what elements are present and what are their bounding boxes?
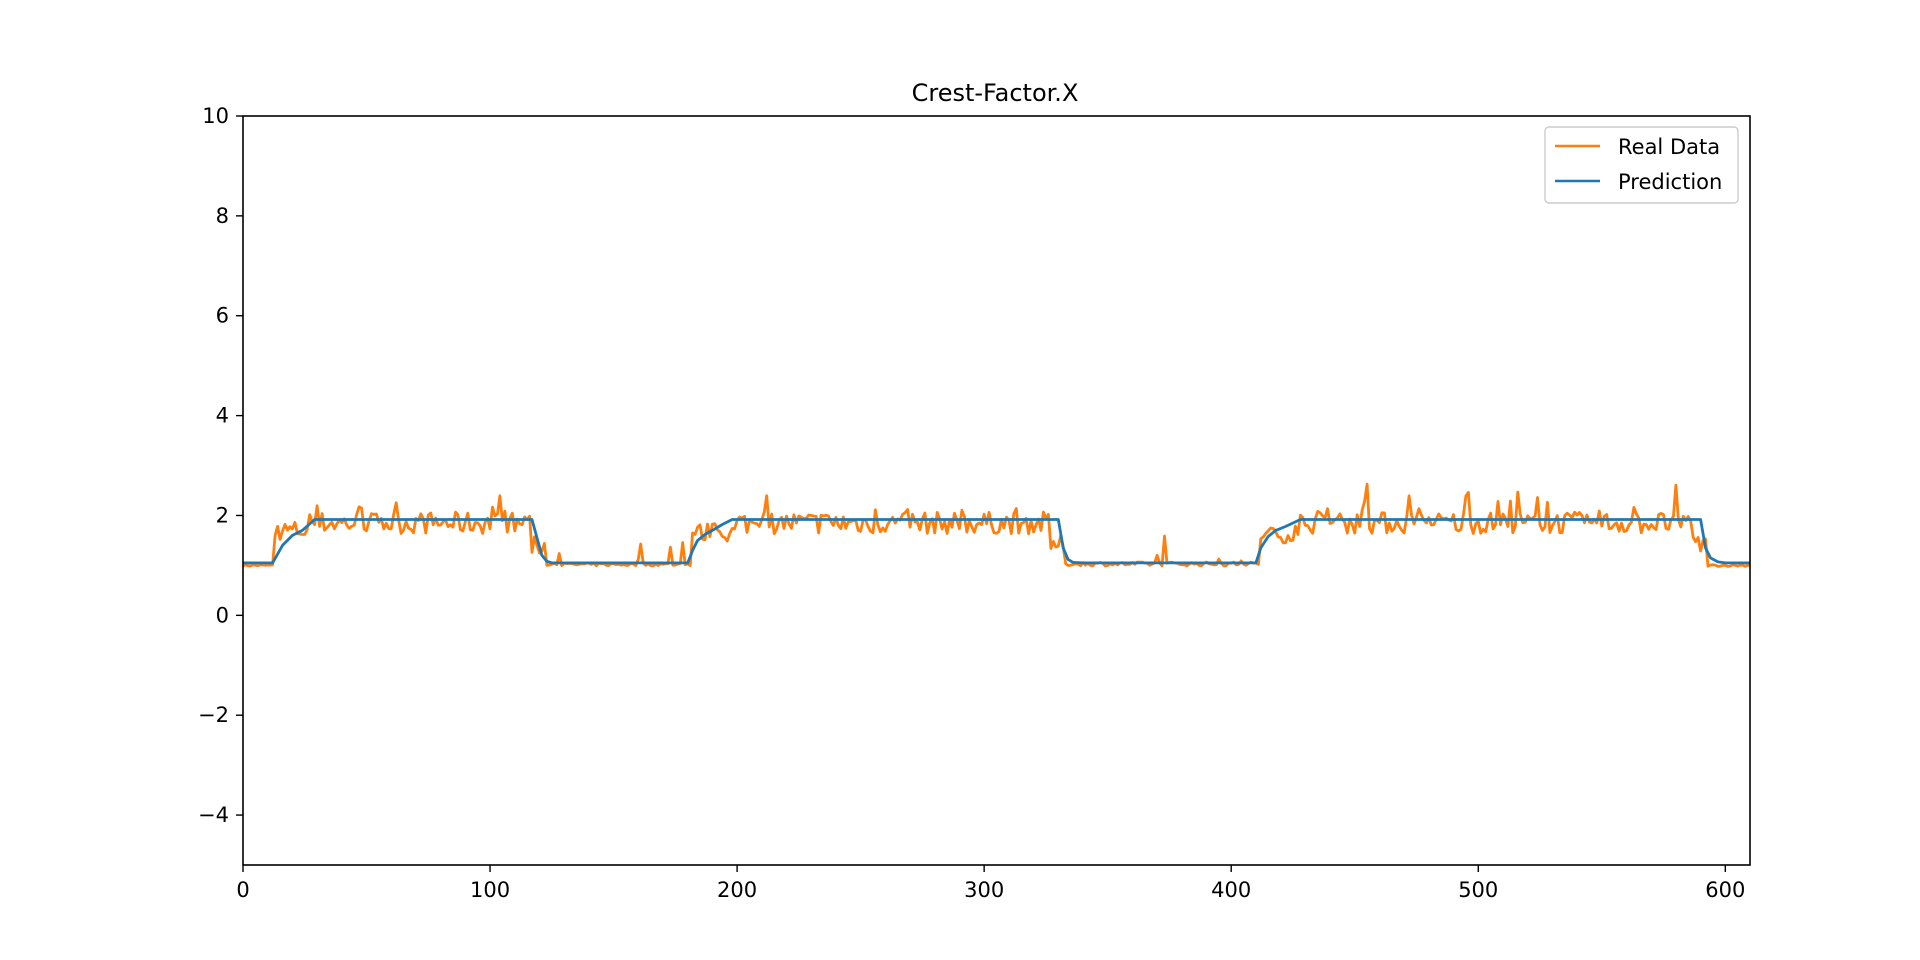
- x-tick-label: 400: [1211, 878, 1251, 902]
- x-tick-label: 300: [964, 878, 1004, 902]
- x-tick-label: 600: [1705, 878, 1745, 902]
- y-tick-label: 8: [216, 204, 229, 228]
- chart-title: Crest-Factor.X: [912, 79, 1079, 107]
- series-line-real-data: [243, 482, 1750, 568]
- legend-label-real-data: Real Data: [1618, 135, 1720, 159]
- x-tick-label: 500: [1458, 878, 1498, 902]
- series-line-prediction: [243, 518, 1750, 565]
- legend: Real Data Prediction: [1544, 126, 1739, 204]
- y-tick-label: −4: [198, 803, 229, 827]
- series-layer: [243, 482, 1750, 568]
- y-tick-label: 4: [216, 404, 229, 428]
- plot-area-frame: [242, 115, 1751, 866]
- x-tick-label: 200: [717, 878, 757, 902]
- y-tick-label: 6: [216, 304, 229, 328]
- y-tick-label: 0: [216, 603, 229, 627]
- x-tick-label: 100: [470, 878, 510, 902]
- y-tick-label: 2: [216, 503, 229, 527]
- legend-label-prediction: Prediction: [1618, 170, 1722, 194]
- x-tick-label: 0: [236, 878, 249, 902]
- y-tick-label: 10: [202, 104, 229, 128]
- x-axis: 0 100 200 300 400 500 600: [236, 865, 1745, 902]
- y-tick-label: −2: [198, 703, 229, 727]
- y-axis: −4 −2 0 2 4 6 8 10: [198, 104, 243, 827]
